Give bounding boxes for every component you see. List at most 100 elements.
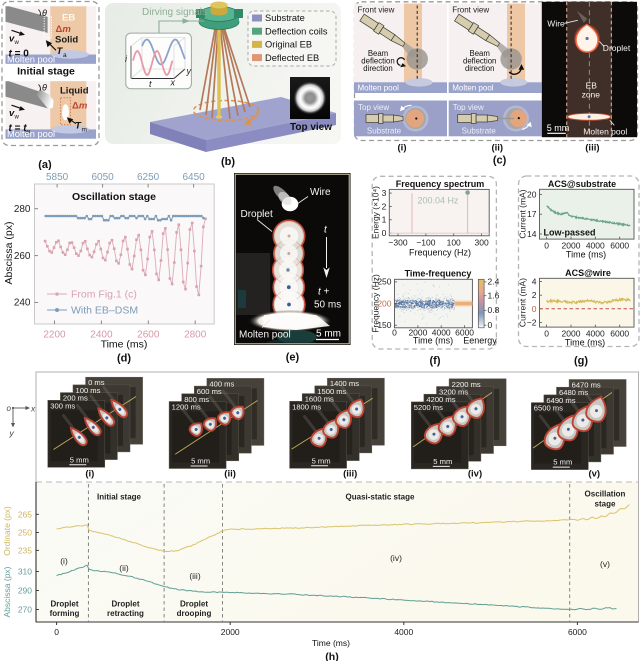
svg-text:(iv): (iv) — [390, 553, 402, 563]
svg-text:w: w — [14, 40, 20, 46]
svg-text:5 mm: 5 mm — [547, 123, 570, 133]
svg-text:Droplet: Droplet — [51, 600, 79, 609]
svg-text:v: v — [9, 108, 15, 119]
svg-text:5 mm: 5 mm — [70, 455, 89, 464]
svg-text:Substrate: Substrate — [367, 127, 402, 136]
svg-text:Wire: Wire — [547, 18, 565, 28]
svg-text:280: 280 — [14, 204, 31, 215]
svg-text:3: 3 — [382, 188, 387, 198]
svg-text:Time (ms): Time (ms) — [413, 336, 453, 346]
svg-text:w: w — [25, 129, 31, 136]
svg-text:θ: θ — [42, 83, 47, 93]
svg-text:Time (ms): Time (ms) — [101, 339, 148, 351]
svg-text:300 ms: 300 ms — [50, 401, 75, 410]
svg-text:y: y — [9, 428, 15, 438]
svg-text:600 ms: 600 ms — [197, 387, 222, 396]
svg-text:2800: 2800 — [184, 330, 207, 341]
svg-text:0: 0 — [392, 327, 397, 337]
svg-text:1600 ms: 1600 ms — [305, 395, 334, 404]
svg-text:direction: direction — [465, 64, 494, 73]
svg-text:300: 300 — [475, 238, 489, 248]
svg-text:(v): (v) — [600, 559, 610, 569]
svg-text:6000: 6000 — [455, 327, 474, 337]
svg-text:(v): (v) — [588, 469, 600, 480]
svg-text:0: 0 — [544, 240, 549, 250]
svg-text:2000: 2000 — [562, 240, 581, 250]
svg-text:235: 235 — [18, 545, 32, 555]
svg-text:14: 14 — [527, 229, 537, 239]
svg-text:Abscissa (px): Abscissa (px) — [2, 566, 12, 617]
svg-text:T: T — [75, 121, 82, 132]
svg-text:Eenergy: Eenergy — [463, 336, 497, 346]
svg-text:2000: 2000 — [221, 627, 240, 637]
svg-text:Frequency spectrum: Frequency spectrum — [396, 179, 485, 189]
svg-text:2600: 2600 — [137, 330, 160, 341]
svg-text:drooping: drooping — [177, 609, 212, 618]
svg-text:Front view: Front view — [358, 6, 395, 15]
svg-text:Molten pool: Molten pool — [358, 83, 400, 92]
svg-text:(c): (c) — [493, 155, 507, 167]
svg-text:a: a — [63, 52, 67, 59]
svg-text:(d): (d) — [117, 353, 131, 365]
svg-text:v: v — [9, 33, 15, 44]
svg-text:Quasi-static stage: Quasi-static stage — [346, 493, 415, 502]
svg-text:200.04 Hz: 200.04 Hz — [417, 196, 459, 206]
svg-text:290: 290 — [18, 586, 32, 596]
svg-text:4000: 4000 — [432, 327, 451, 337]
svg-text:2: 2 — [382, 201, 387, 211]
svg-text:2: 2 — [532, 290, 537, 300]
svg-text:Oscillation stage: Oscillation stage — [72, 191, 156, 203]
svg-text:Droplet: Droplet — [603, 43, 631, 53]
svg-text:ACS@wire: ACS@wire — [565, 268, 611, 278]
svg-text:6050: 6050 — [91, 172, 114, 183]
svg-text:y: y — [186, 66, 192, 76]
svg-text:forming: forming — [50, 609, 80, 618]
svg-text:(h): (h) — [325, 651, 338, 661]
svg-text:3200 ms: 3200 ms — [439, 388, 468, 397]
svg-text:4: 4 — [532, 277, 537, 287]
svg-text:t +: t + — [318, 287, 330, 298]
svg-text:2000: 2000 — [408, 327, 427, 337]
svg-text:θ: θ — [42, 8, 47, 18]
svg-text:Molten pool: Molten pool — [452, 83, 494, 92]
svg-text:Time-frequency: Time-frequency — [405, 269, 472, 279]
svg-text:Substrate: Substrate — [462, 127, 497, 136]
svg-text:Front view: Front view — [452, 6, 489, 15]
svg-text:Deflection coils: Deflection coils — [265, 26, 328, 36]
svg-text:Molten pool: Molten pool — [583, 126, 627, 136]
svg-text:m: m — [82, 127, 87, 134]
svg-text:50 ms: 50 ms — [314, 300, 341, 311]
svg-text:Oscillation: Oscillation — [585, 490, 626, 499]
svg-text:o: o — [7, 404, 12, 413]
svg-text:t = 0: t = 0 — [9, 48, 30, 59]
svg-text:Frequency (Hz): Frequency (Hz) — [409, 248, 471, 258]
svg-text:400 ms: 400 ms — [209, 379, 234, 388]
svg-text:4200 ms: 4200 ms — [426, 395, 455, 404]
svg-text:1800 ms: 1800 ms — [292, 402, 321, 411]
svg-text:Initial stage: Initial stage — [97, 493, 142, 502]
svg-text:EB: EB — [62, 12, 75, 23]
svg-text:EB: EB — [586, 80, 598, 90]
svg-text:200 ms: 200 ms — [63, 394, 88, 403]
svg-text:−300: −300 — [388, 238, 407, 248]
svg-text:Time (ms): Time (ms) — [565, 337, 605, 347]
svg-text:x: x — [30, 404, 36, 414]
svg-text:−100: −100 — [416, 238, 435, 248]
svg-text:Droplet: Droplet — [112, 600, 140, 609]
svg-text:(a): (a) — [38, 159, 52, 170]
svg-text:Current (mA): Current (mA) — [518, 189, 528, 238]
svg-text:(i): (i) — [398, 143, 407, 154]
svg-text:From Fig.1 (c): From Fig.1 (c) — [71, 289, 137, 301]
svg-text:1500 ms: 1500 ms — [317, 387, 346, 396]
svg-text:t: t — [149, 79, 152, 89]
svg-text:4000: 4000 — [394, 627, 413, 637]
svg-text:6000: 6000 — [610, 240, 629, 250]
svg-text:1.6: 1.6 — [488, 291, 500, 301]
svg-text:Substrate: Substrate — [265, 13, 305, 23]
svg-text:retracting: retracting — [107, 609, 144, 618]
svg-text:(iii): (iii) — [189, 571, 200, 581]
svg-text:Molten pool: Molten pool — [7, 54, 55, 64]
svg-text:t: t — [324, 225, 328, 236]
svg-text:100 ms: 100 ms — [76, 386, 101, 395]
svg-text:Energy (×10⁴): Energy (×10⁴) — [371, 186, 381, 239]
